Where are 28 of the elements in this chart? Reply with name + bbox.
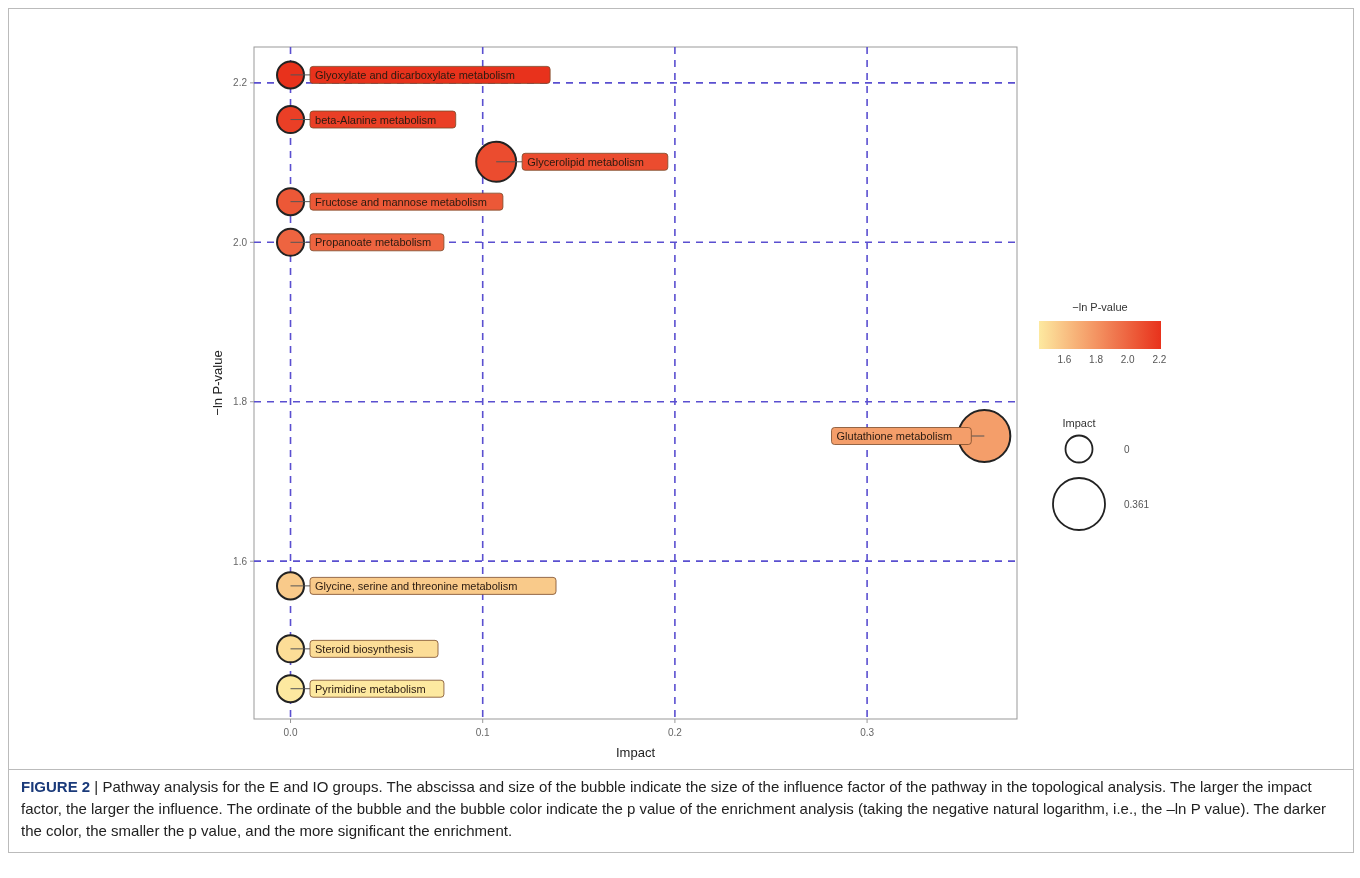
legend-label: 0 <box>1124 444 1130 455</box>
legend-label: 0.361 <box>1124 499 1150 510</box>
y-tick-label: 2.0 <box>233 236 248 248</box>
color-bar-title: −ln P-value <box>1072 301 1128 313</box>
color-bar-label: 1.8 <box>1089 354 1104 365</box>
y-tick-label: 2.2 <box>233 77 248 89</box>
annotation: Glycine, serine and threonine metabolism <box>315 579 518 592</box>
x-tick-label: 0.3 <box>860 727 875 738</box>
x-tick-label: 0.1 <box>475 727 491 738</box>
annotation: Glycerolipid metabolism <box>527 155 644 168</box>
x-axis-title: Impact <box>615 745 656 760</box>
x-tick-label: 0.2 <box>667 727 683 738</box>
annotation: Steroid biosynthesis <box>315 642 414 655</box>
color-bar-label: 2.2 <box>1152 354 1167 365</box>
annotation: Glutathione metabolism <box>836 430 953 443</box>
color-bar-label: 1.6 <box>1057 354 1072 365</box>
annotation: Glyoxylate and dicarboxylate metabolism <box>315 68 515 81</box>
annotation: Fructose and mannose metabolism <box>315 195 487 208</box>
y-axis-title: −ln P-value <box>210 350 225 416</box>
caption: FIGURE 2 | Pathway analysis for the E and IO groups. The abscissa and size of the bubble indicate the size of the influence factor of the pathway in the topological analysis. The larger the impact factor, the larger the influence. The ordinate of the bubble and the bubble color indicate the p value of the enrichment analysis (taking the negative natural logarithm, i.e., the –ln P value). The darker the color, the smaller the p value, and the more significant the enrichment. <box>9 769 1353 852</box>
x-tick-label: 0.0 <box>283 727 298 738</box>
y-tick-label: 1.8 <box>233 396 248 408</box>
legend-title: Impact <box>1062 417 1096 429</box>
annotation: beta-Alanine metabolism <box>315 113 437 126</box>
annotation: Pyrimidine metabolism <box>315 682 426 695</box>
y-tick-label: 1.6 <box>233 555 248 567</box>
color-bar-label: 2.0 <box>1120 354 1136 365</box>
annotation: Propanoate metabolism <box>315 236 432 249</box>
